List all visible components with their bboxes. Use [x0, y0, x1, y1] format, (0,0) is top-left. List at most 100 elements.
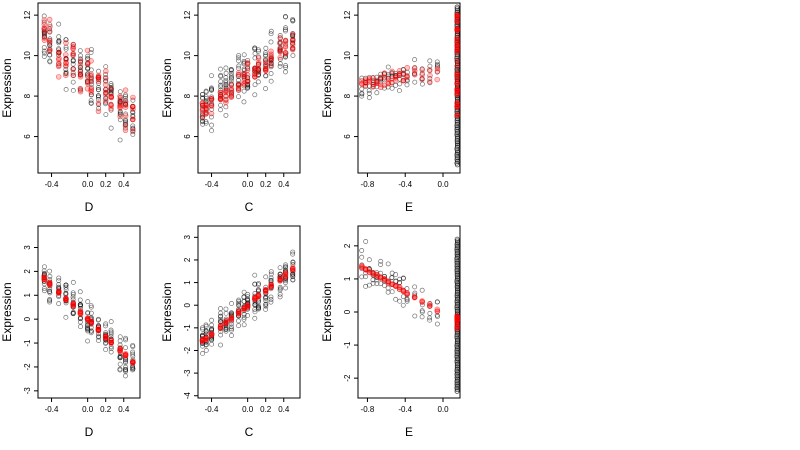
- observed-point: [454, 330, 460, 336]
- observed-point: [454, 119, 460, 125]
- fitted-point: [63, 52, 69, 58]
- fitted-point: [203, 335, 209, 341]
- observed-point: [359, 86, 365, 92]
- observed-point: [454, 289, 460, 295]
- observed-point: [236, 323, 242, 329]
- observed-point: [241, 52, 247, 58]
- fitted-point: [88, 319, 94, 325]
- fitted-point: [203, 104, 209, 111]
- observed-point: [209, 341, 215, 347]
- y-tick-label: 1: [343, 276, 352, 281]
- observed-point: [393, 296, 399, 302]
- observed-point: [123, 366, 129, 372]
- observed-point: [218, 73, 224, 79]
- observed-point: [223, 112, 229, 118]
- observed-point: [63, 46, 69, 52]
- fitted-point: [41, 25, 47, 32]
- observed-point: [454, 351, 460, 357]
- observed-point: [366, 88, 372, 94]
- fitted-point: [434, 65, 441, 72]
- observed-point: [209, 122, 215, 128]
- x-tick-label: 0.2: [100, 405, 112, 414]
- observed-point: [404, 298, 410, 304]
- fitted-point: [223, 99, 229, 106]
- y-tick-label: 6: [23, 134, 32, 139]
- fitted-point: [208, 331, 215, 338]
- fitted-point: [77, 311, 84, 317]
- observed-point: [282, 264, 288, 270]
- fitted-point: [77, 85, 84, 92]
- observed-point: [277, 265, 283, 271]
- observed-point: [200, 121, 206, 127]
- fitted-point: [404, 64, 410, 71]
- y-tick-label: -1: [23, 339, 32, 347]
- observed-point: [235, 318, 241, 324]
- fitted-point: [223, 89, 229, 96]
- observed-point: [252, 309, 258, 315]
- observed-point: [382, 273, 388, 279]
- fitted-point: [454, 104, 460, 111]
- observed-point: [117, 367, 123, 373]
- fitted-point: [117, 96, 123, 103]
- observed-point: [122, 373, 128, 379]
- observed-point: [218, 332, 224, 338]
- observed-point: [218, 66, 223, 72]
- fitted-point: [235, 82, 242, 89]
- fitted-point: [63, 72, 69, 79]
- fitted-point: [290, 31, 296, 37]
- observed-point: [245, 57, 251, 63]
- observed-point: [454, 301, 460, 307]
- observed-point: [412, 313, 418, 319]
- observed-point: [255, 47, 261, 53]
- fitted-point: [130, 94, 136, 101]
- observed-point: [223, 65, 229, 71]
- observed-point: [241, 311, 247, 317]
- fitted-point: [268, 283, 274, 289]
- fitted-point: [290, 38, 296, 44]
- observed-point: [218, 87, 224, 93]
- observed-point: [277, 284, 283, 290]
- plot-frame: [37, 225, 141, 399]
- observed-point: [77, 289, 83, 295]
- y-tick-label: 2: [343, 243, 352, 248]
- x-tick-label: -0.4: [45, 180, 59, 189]
- observed-point: [41, 50, 47, 56]
- fitted-point: [223, 318, 229, 324]
- observed-point: [229, 333, 234, 338]
- y-axis-label: Expression: [320, 282, 334, 341]
- observed-point: [41, 268, 47, 274]
- y-axis-label: Expression: [320, 58, 334, 117]
- observed-point: [47, 268, 53, 274]
- observed-point: [123, 95, 128, 101]
- observed-point: [252, 272, 258, 278]
- fitted-point: [404, 290, 410, 296]
- observed-point: [47, 288, 53, 294]
- observed-point: [419, 302, 425, 308]
- plot-frame: [37, 2, 141, 174]
- observed-point: [252, 315, 258, 321]
- fitted-point: [77, 62, 84, 68]
- fitted-point: [396, 284, 403, 290]
- observed-point: [236, 63, 242, 69]
- plot-frame: [197, 225, 301, 399]
- observed-point: [218, 82, 224, 88]
- observed-point: [130, 353, 136, 359]
- fitted-point: [427, 303, 433, 309]
- observed-point: [223, 78, 229, 83]
- fitted-point: [381, 74, 388, 81]
- observed-point: [117, 361, 123, 367]
- y-tick-label: 0: [23, 316, 32, 321]
- observed-point: [123, 364, 129, 370]
- fitted-point: [235, 72, 242, 79]
- fitted-point: [63, 296, 69, 303]
- fitted-point: [244, 78, 251, 85]
- fitted-point: [255, 69, 262, 76]
- observed-point: [454, 272, 460, 278]
- fitted-point: [88, 58, 94, 64]
- x-tick-label: 0.0: [242, 180, 254, 189]
- observed-point: [117, 111, 123, 117]
- observed-point: [103, 64, 109, 70]
- observed-point: [203, 328, 209, 334]
- observed-point: [96, 80, 102, 86]
